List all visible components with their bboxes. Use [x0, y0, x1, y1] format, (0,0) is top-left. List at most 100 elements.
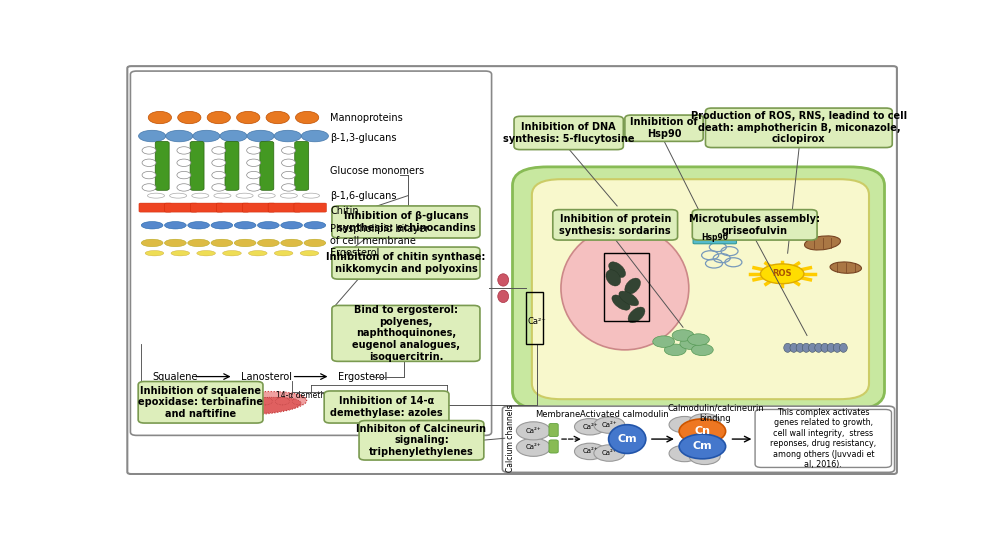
Ellipse shape: [280, 193, 297, 198]
Circle shape: [142, 159, 156, 167]
Circle shape: [669, 417, 700, 433]
Ellipse shape: [281, 222, 302, 229]
Ellipse shape: [498, 290, 509, 303]
FancyBboxPatch shape: [512, 167, 885, 410]
Text: Ca²⁺: Ca²⁺: [528, 317, 547, 326]
Text: Inhibition of chitin synthase:
nikkomycin and polyoxins: Inhibition of chitin synthase: nikkomyci…: [326, 252, 486, 274]
Text: This complex activates
genes related to growth,
cell wall integrity,  stress
rep: This complex activates genes related to …: [770, 408, 876, 469]
FancyBboxPatch shape: [138, 381, 263, 423]
FancyBboxPatch shape: [324, 391, 449, 423]
Ellipse shape: [141, 222, 163, 229]
FancyBboxPatch shape: [514, 116, 623, 150]
FancyBboxPatch shape: [294, 203, 326, 212]
Text: Microtubules assembly:
griseofulvin: Microtubules assembly: griseofulvin: [689, 214, 820, 235]
FancyBboxPatch shape: [127, 66, 897, 474]
Ellipse shape: [207, 112, 230, 124]
Ellipse shape: [214, 193, 231, 198]
Circle shape: [282, 171, 296, 179]
Text: Ca²⁺: Ca²⁺: [526, 444, 541, 450]
Ellipse shape: [234, 239, 256, 247]
Text: Ergosterol: Ergosterol: [338, 372, 388, 382]
Ellipse shape: [258, 239, 279, 247]
Ellipse shape: [236, 193, 253, 198]
Ellipse shape: [207, 391, 307, 415]
Ellipse shape: [821, 343, 829, 352]
Text: Membrane: Membrane: [535, 410, 580, 419]
Text: Hsp90: Hsp90: [701, 233, 728, 242]
FancyBboxPatch shape: [532, 179, 869, 399]
Ellipse shape: [625, 278, 640, 294]
Text: Chitin: Chitin: [330, 206, 359, 216]
Ellipse shape: [147, 193, 165, 198]
FancyBboxPatch shape: [268, 203, 301, 212]
Text: Squalene epoxidase: Squalene epoxidase: [174, 390, 251, 399]
Ellipse shape: [809, 343, 816, 352]
Ellipse shape: [188, 239, 209, 247]
Ellipse shape: [197, 250, 215, 256]
Ellipse shape: [211, 222, 233, 229]
FancyBboxPatch shape: [155, 142, 169, 190]
Ellipse shape: [830, 262, 861, 273]
Circle shape: [282, 184, 296, 191]
Circle shape: [672, 329, 694, 341]
Ellipse shape: [802, 343, 810, 352]
Ellipse shape: [281, 239, 302, 247]
Ellipse shape: [609, 425, 646, 453]
Ellipse shape: [165, 239, 186, 247]
Circle shape: [688, 334, 709, 345]
FancyBboxPatch shape: [502, 406, 895, 473]
Text: β-1,3-glucans: β-1,3-glucans: [330, 133, 397, 143]
FancyBboxPatch shape: [130, 71, 492, 435]
Ellipse shape: [234, 222, 256, 229]
FancyBboxPatch shape: [332, 206, 480, 238]
Ellipse shape: [619, 291, 639, 306]
Text: Inhibition of
Hsp90: Inhibition of Hsp90: [630, 117, 698, 139]
Circle shape: [247, 147, 261, 154]
Circle shape: [594, 445, 625, 461]
Ellipse shape: [165, 222, 186, 229]
Ellipse shape: [498, 274, 509, 286]
Circle shape: [247, 159, 261, 167]
Ellipse shape: [815, 343, 822, 352]
Circle shape: [516, 438, 550, 457]
Text: Ca²⁺: Ca²⁺: [582, 424, 598, 430]
Ellipse shape: [628, 307, 645, 323]
Ellipse shape: [274, 250, 293, 256]
Ellipse shape: [760, 264, 804, 284]
Text: Ergosterol: Ergosterol: [330, 248, 380, 258]
Text: Bind to ergosterol:
polyenes,
naphthoquinones,
eugenol analogues,
isoquercitrin.: Bind to ergosterol: polyenes, naphthoqui…: [352, 305, 460, 362]
Ellipse shape: [840, 343, 847, 352]
Ellipse shape: [247, 130, 274, 142]
Ellipse shape: [827, 343, 835, 352]
Ellipse shape: [296, 112, 319, 124]
Ellipse shape: [220, 130, 247, 142]
Ellipse shape: [188, 222, 209, 229]
Circle shape: [594, 417, 625, 433]
FancyBboxPatch shape: [693, 231, 736, 244]
Circle shape: [142, 147, 156, 154]
Circle shape: [142, 184, 156, 191]
Circle shape: [516, 422, 550, 440]
Text: Production of ROS, RNS, leadind to cell
death: amphothericin B, miconazole,
cicl: Production of ROS, RNS, leadind to cell …: [691, 111, 907, 144]
Ellipse shape: [833, 343, 841, 352]
Circle shape: [282, 147, 296, 154]
Ellipse shape: [211, 239, 233, 247]
Ellipse shape: [302, 193, 320, 198]
Text: Ca²⁺: Ca²⁺: [602, 422, 617, 428]
Circle shape: [679, 434, 726, 459]
Circle shape: [689, 448, 720, 465]
Text: 14-α demethylase: 14-α demethylase: [276, 390, 346, 399]
Ellipse shape: [237, 112, 260, 124]
Circle shape: [212, 184, 226, 191]
Ellipse shape: [145, 250, 164, 256]
Text: Inhibition of protein
synthesis: sordarins: Inhibition of protein synthesis: sordari…: [559, 214, 671, 235]
FancyBboxPatch shape: [705, 108, 892, 147]
Text: Cn: Cn: [694, 426, 710, 436]
Ellipse shape: [178, 112, 201, 124]
FancyBboxPatch shape: [225, 142, 239, 190]
Circle shape: [664, 344, 686, 356]
FancyBboxPatch shape: [625, 115, 703, 142]
Ellipse shape: [612, 295, 630, 310]
Text: Inhibition of squalene
epoxidase: terbinafine
and naftifine: Inhibition of squalene epoxidase: terbin…: [138, 386, 263, 419]
FancyBboxPatch shape: [190, 142, 204, 190]
